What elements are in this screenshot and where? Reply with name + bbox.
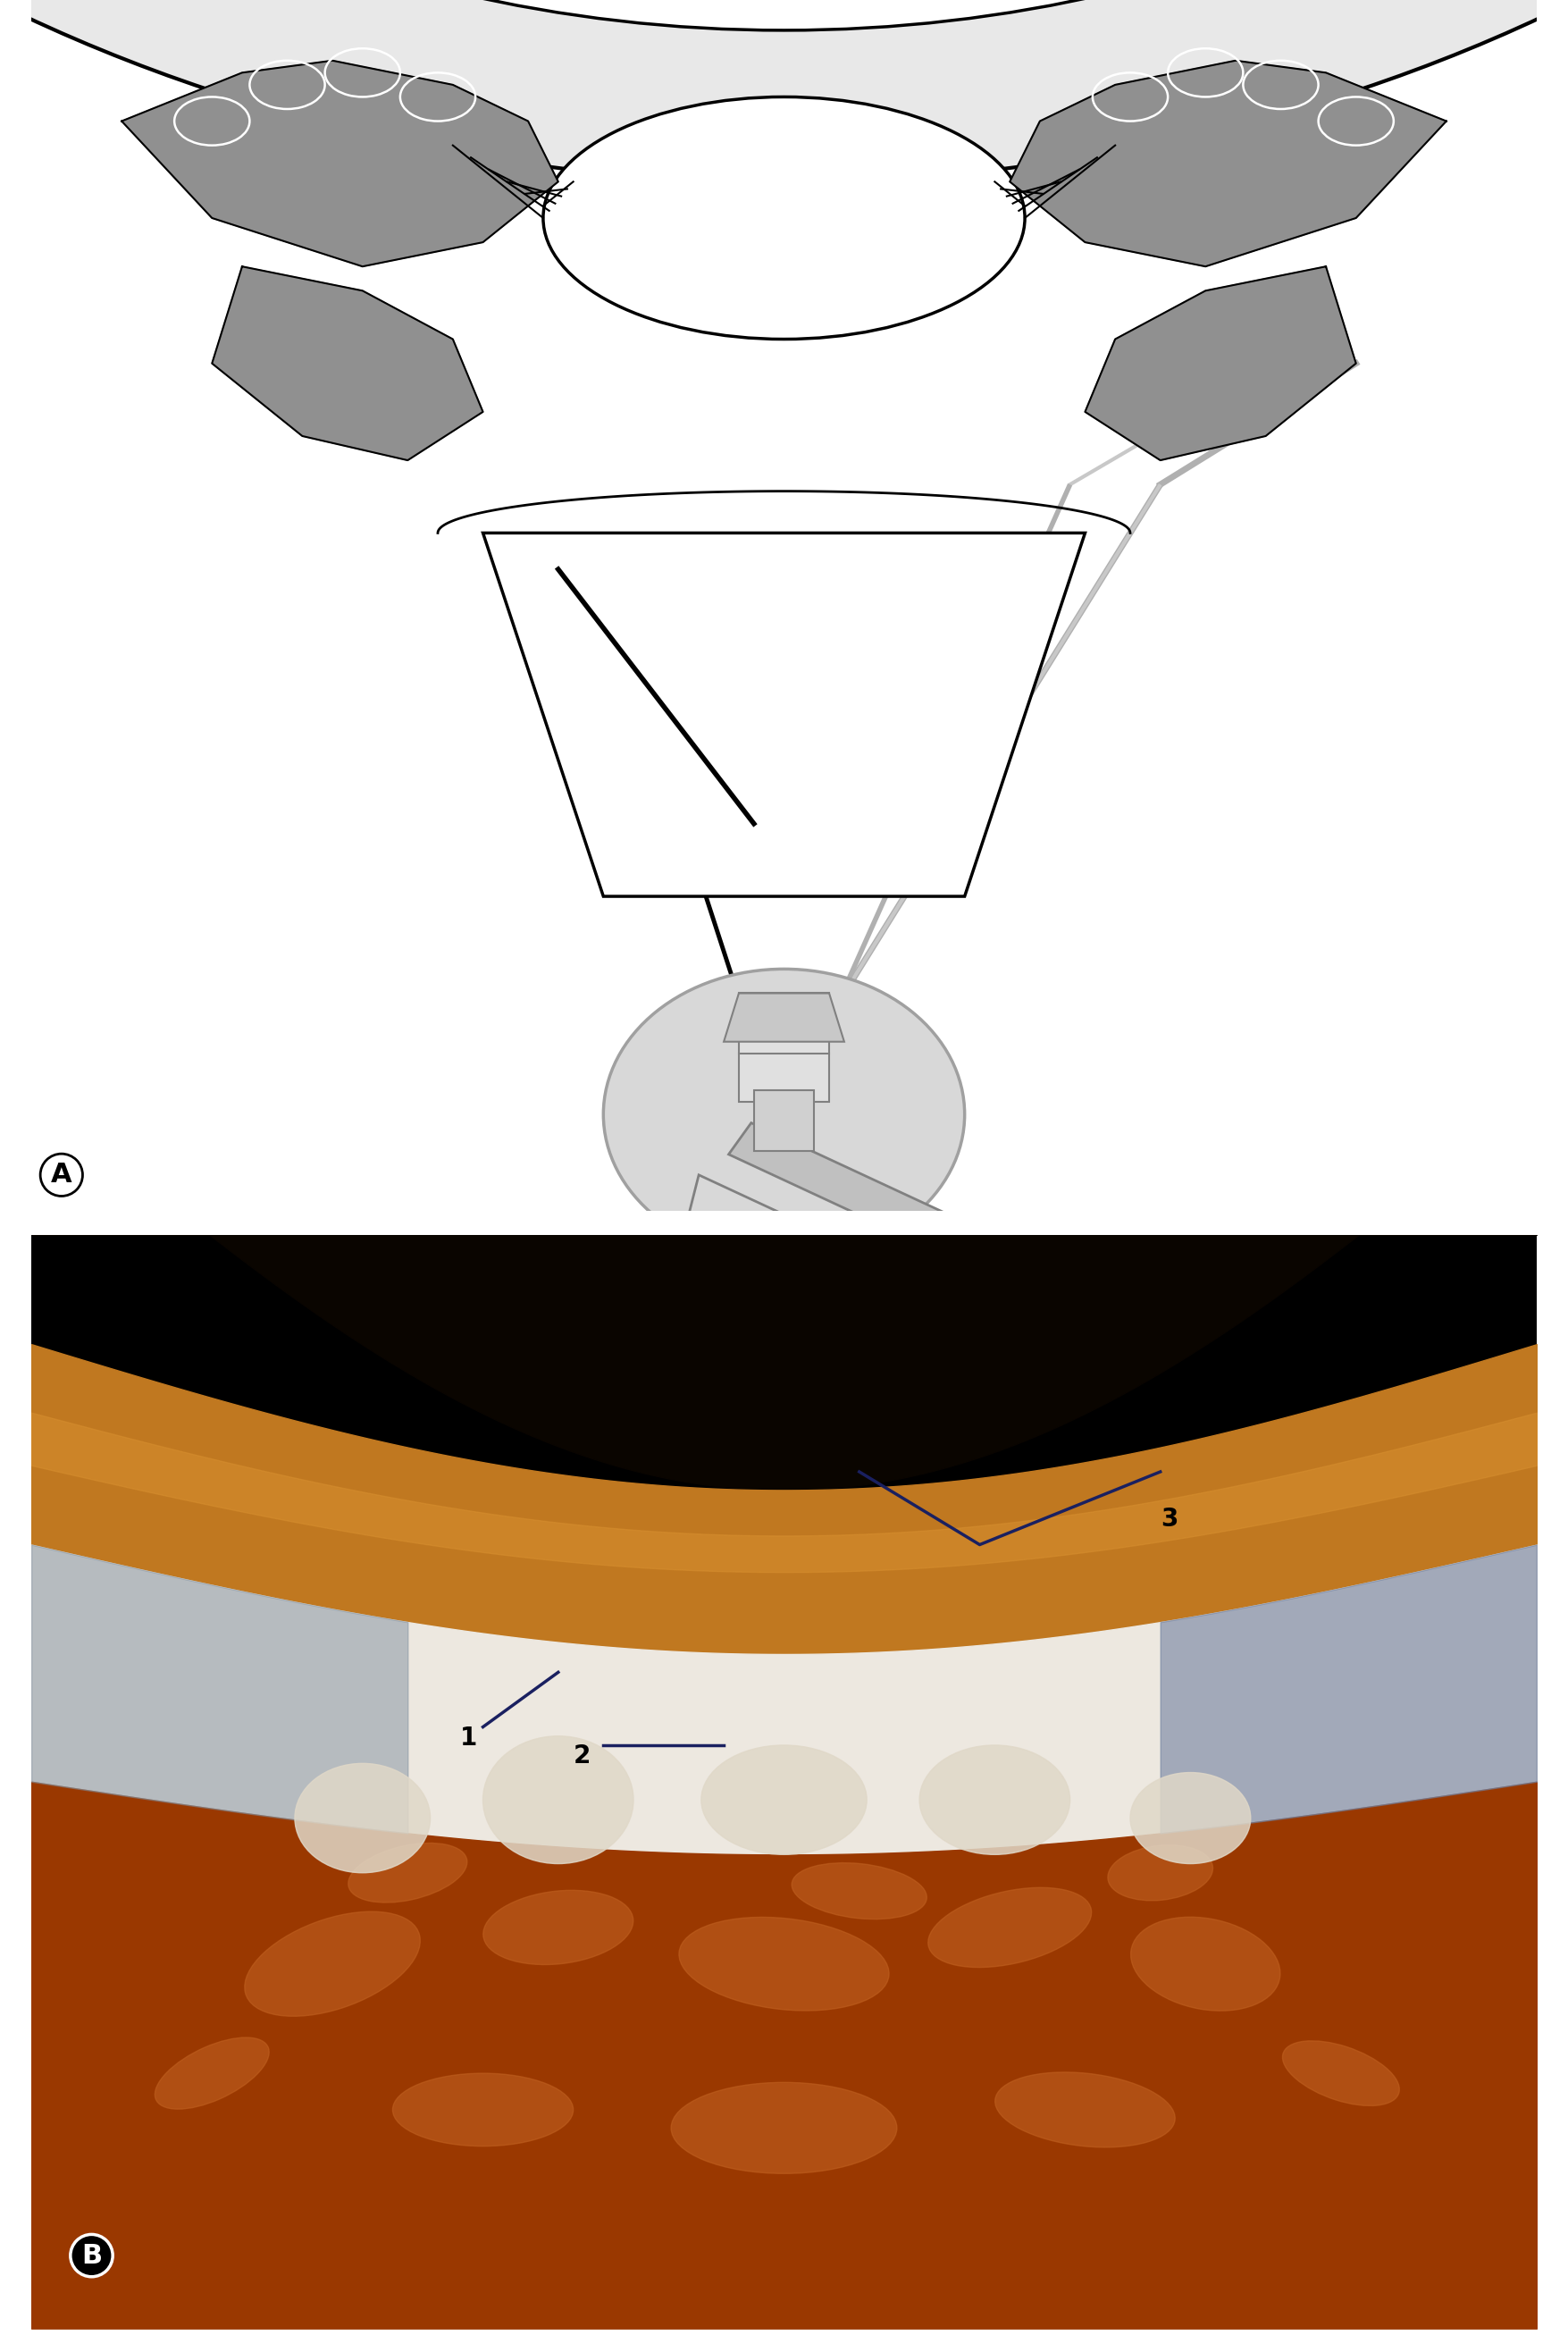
Polygon shape: [1010, 61, 1446, 266]
Polygon shape: [122, 61, 558, 266]
Ellipse shape: [543, 96, 1025, 339]
Ellipse shape: [245, 1912, 420, 2016]
Ellipse shape: [1131, 1773, 1251, 1863]
Text: A: A: [50, 1162, 72, 1188]
Bar: [739, 993, 829, 1103]
Text: B: B: [82, 2241, 102, 2270]
Polygon shape: [690, 1176, 960, 1322]
Text: 1: 1: [461, 1726, 478, 1750]
Bar: [754, 1091, 814, 1150]
Polygon shape: [729, 1122, 960, 1251]
Text: 2: 2: [574, 1743, 591, 1769]
Ellipse shape: [483, 1736, 633, 1863]
Polygon shape: [1085, 266, 1356, 461]
Polygon shape: [483, 534, 1085, 896]
Ellipse shape: [348, 1844, 467, 1903]
Ellipse shape: [701, 1745, 867, 1853]
Ellipse shape: [1131, 1917, 1279, 2011]
Ellipse shape: [792, 1863, 927, 1919]
Ellipse shape: [295, 1764, 430, 1872]
Ellipse shape: [919, 1745, 1069, 1853]
Polygon shape: [0, 0, 1568, 181]
Ellipse shape: [155, 2037, 270, 2110]
Circle shape: [604, 969, 964, 1261]
Ellipse shape: [996, 2072, 1174, 2147]
Ellipse shape: [928, 1889, 1091, 1966]
Ellipse shape: [1283, 2042, 1399, 2105]
Ellipse shape: [671, 2082, 897, 2173]
Polygon shape: [212, 266, 483, 461]
Text: 3: 3: [1160, 1508, 1178, 1531]
Ellipse shape: [1109, 1844, 1212, 1900]
Ellipse shape: [392, 2074, 574, 2145]
Ellipse shape: [483, 1891, 633, 1964]
Polygon shape: [724, 993, 844, 1042]
Ellipse shape: [679, 1917, 889, 2011]
